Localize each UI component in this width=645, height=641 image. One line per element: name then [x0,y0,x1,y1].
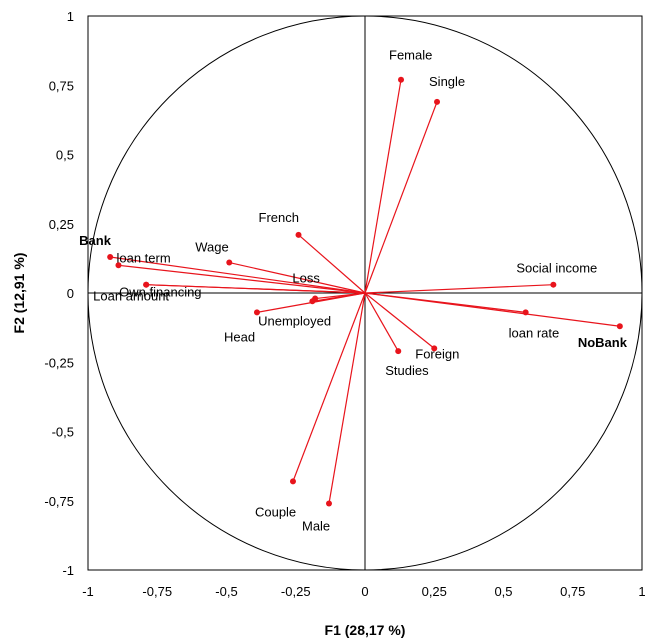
vector-label: NoBank [578,335,628,350]
y-tick-label: 1 [67,9,74,24]
vector-label: Male [302,519,330,534]
vector-label: Social income [516,261,597,276]
y-tick-label: -0,5 [52,425,74,440]
vector-line [315,292,366,300]
vector-point [143,281,150,288]
x-tick-label: -0,75 [142,584,172,599]
x-tick-label: 0,75 [560,584,585,599]
x-tick-label: -0,5 [215,584,237,599]
x-tick-label: -0,25 [281,584,311,599]
vector-point [398,76,405,83]
vector-line [292,292,366,482]
vector-point [434,98,441,105]
vector-label: Studies [385,363,429,378]
vector-line [364,292,399,352]
x-tick-label: -1 [82,584,94,599]
vector-line [328,292,366,504]
x-tick-label: 0,25 [422,584,447,599]
y-tick-label: 0,25 [49,217,74,232]
vector-point [107,253,114,260]
vectors: Female Single French Wage Loss Bank loan term O… [79,48,628,534]
tick-labels: -1 -0,75 -0,5 -0,25 0 0,25 0,5 0,75 1 -1 -0,75 -0,5… [44,9,645,599]
vector-label: Loss [292,270,320,285]
vector-label: Bank [79,233,112,248]
y-tick-label: 0,5 [56,148,74,163]
vector-point [253,309,260,316]
vector-line [118,264,366,294]
vector-point [289,478,296,485]
vector-label: loan term [116,250,170,265]
vector-line [364,101,438,294]
vector-line [256,292,366,313]
vector-label: Head [224,329,255,344]
x-tick-label: 0,5 [494,584,512,599]
vector-label: Female [389,48,432,63]
vector-point [226,259,233,266]
y-tick-label: -0,25 [44,355,74,370]
vector-label: Couple [255,504,296,519]
vector-label: Unemployed [258,314,331,329]
x-axis-title: F1 (28,17 %) [325,622,406,638]
vector-line [364,79,402,294]
vector-label: Foreign [415,346,459,361]
vector-point [295,231,302,238]
vector-line [364,292,435,349]
vector-line [229,261,366,294]
vector-line [364,292,620,327]
y-axis-title: F2 (12,91 %) [11,253,27,334]
unit-circle [87,15,643,571]
vector-line [364,284,554,294]
y-tick-label: -0,75 [44,494,74,509]
vector-label: Loan amount [93,289,169,304]
vector-point [312,295,319,302]
vector-label: Wage [195,240,228,255]
vector-point [616,323,623,330]
vector-label: Own financing [119,285,201,300]
vector-line [146,284,366,294]
x-tick-label: 0 [361,584,368,599]
vector-line [110,256,366,294]
vector-label: Single [429,74,465,89]
vector-point [431,345,438,352]
y-tick-label: 0 [67,286,74,301]
vector-point [115,262,122,269]
vector-label: French [259,210,299,225]
y-tick-label: 0,75 [49,78,74,93]
x-tick-label: 1 [638,584,645,599]
vector-point [550,281,557,288]
vector-point [325,500,332,507]
vector-label: loan rate [509,325,560,340]
y-tick-label: -1 [62,563,74,578]
vector-line [298,234,366,294]
vector-point [395,348,402,355]
